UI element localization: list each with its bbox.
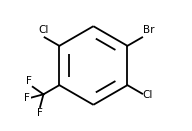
Text: F: F bbox=[26, 76, 32, 86]
Text: Br: Br bbox=[143, 25, 154, 35]
Text: Cl: Cl bbox=[143, 90, 153, 100]
Text: F: F bbox=[37, 108, 43, 118]
Text: Cl: Cl bbox=[39, 25, 49, 35]
Text: F: F bbox=[24, 93, 30, 103]
